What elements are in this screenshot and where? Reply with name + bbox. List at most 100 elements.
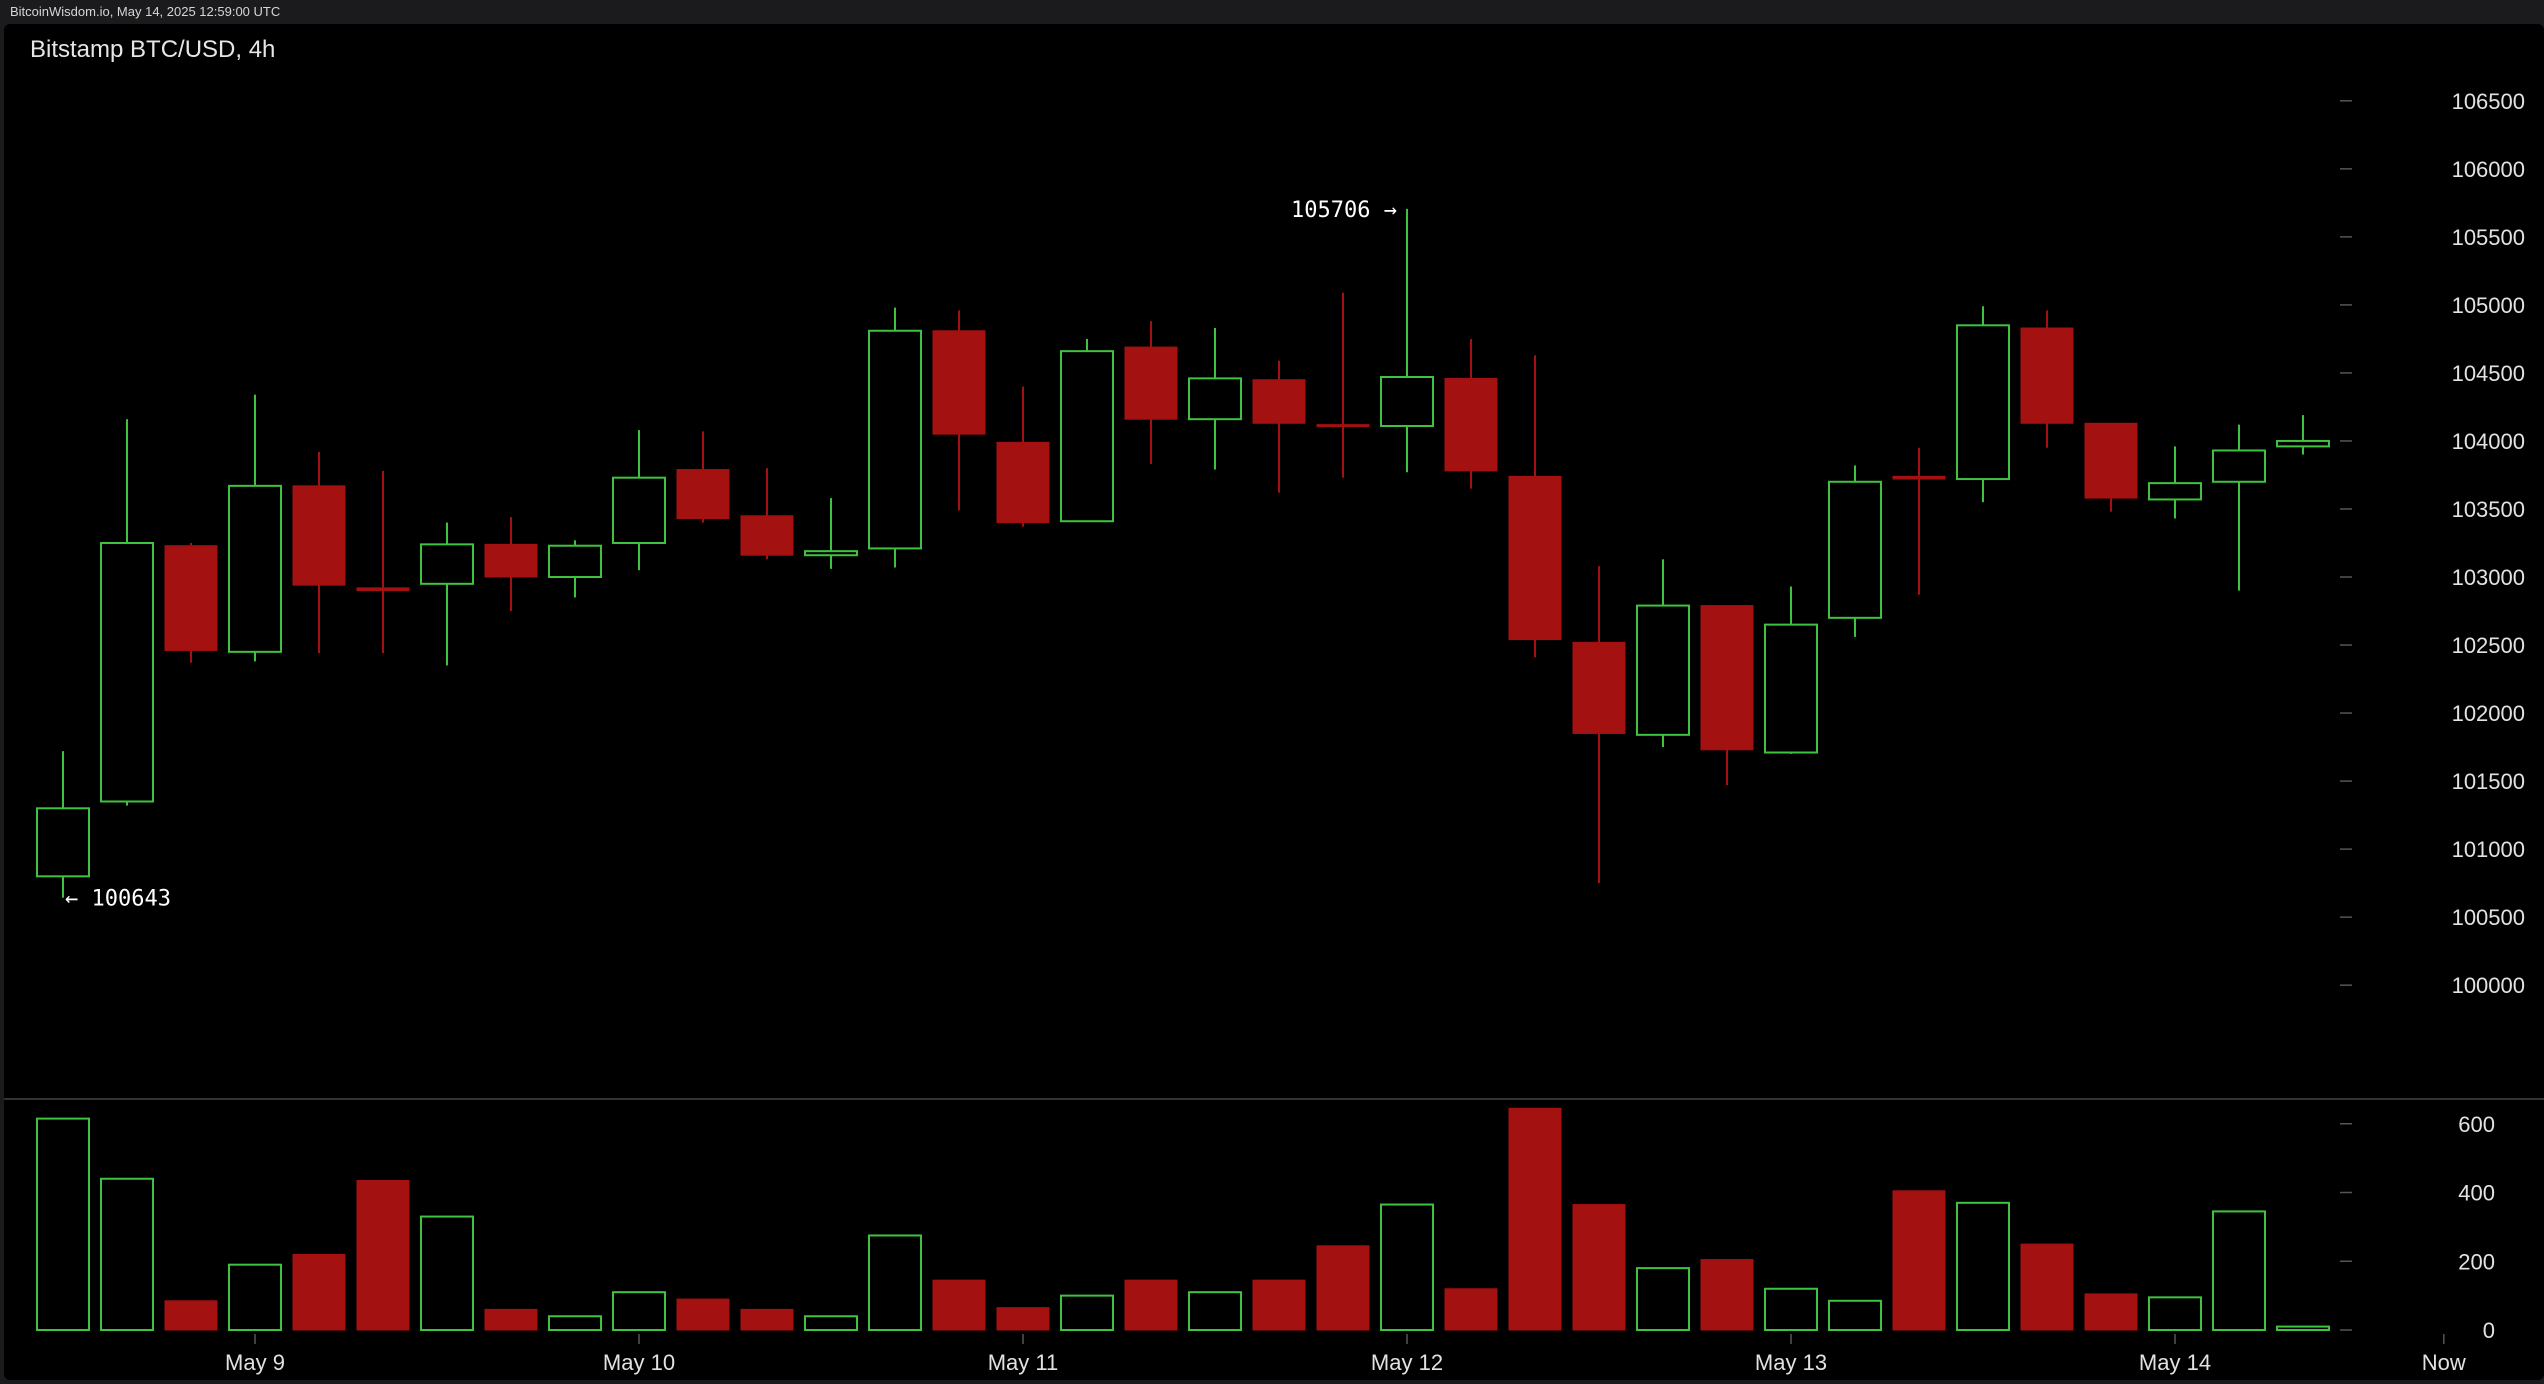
candle-body-up xyxy=(1380,376,1434,427)
price-tick-label: 102000 xyxy=(2452,701,2525,726)
low-price-annotation: ← 100643 xyxy=(65,887,171,912)
x-tick-label: May 9 xyxy=(225,1350,285,1375)
volume-bar-down xyxy=(1252,1279,1306,1331)
volume-bar-down xyxy=(676,1298,730,1331)
volume-bar-down xyxy=(356,1179,410,1331)
x-tick-label: May 10 xyxy=(603,1350,675,1375)
candle[interactable] xyxy=(996,386,1050,527)
volume-bar-up xyxy=(420,1215,474,1331)
candle[interactable] xyxy=(1828,465,1882,637)
volume-bar-down xyxy=(1444,1288,1498,1331)
candle[interactable] xyxy=(804,498,858,569)
volume-bar-down xyxy=(1508,1107,1562,1331)
candle[interactable] xyxy=(740,468,794,560)
volume-bar-up xyxy=(1636,1267,1690,1331)
price-tick-label: 106500 xyxy=(2452,89,2525,114)
top-bar: BitcoinWisdom.io, May 14, 2025 12:59:00 … xyxy=(0,0,2544,24)
candle[interactable] xyxy=(164,542,218,663)
candle-body-down xyxy=(1124,346,1178,420)
volume-tick-label: 600 xyxy=(2458,1112,2495,1137)
candle[interactable] xyxy=(1636,559,1690,748)
candle-body-down xyxy=(1700,605,1754,751)
candle-body-up xyxy=(100,541,154,803)
chart-panel xyxy=(4,24,2544,1380)
volume-bar-up xyxy=(2212,1210,2266,1331)
candle-body-down xyxy=(292,485,346,586)
candle-body-down xyxy=(2084,422,2138,499)
candle[interactable] xyxy=(292,451,346,654)
candle[interactable] xyxy=(2212,424,2266,591)
candle[interactable] xyxy=(1764,586,1818,754)
candle-body-up xyxy=(1828,480,1882,619)
candle-body-up xyxy=(36,807,90,878)
volume-bar-down xyxy=(2084,1293,2138,1331)
candle-body-down xyxy=(996,441,1050,524)
candle[interactable] xyxy=(1572,566,1626,884)
candle[interactable] xyxy=(1956,306,2010,503)
volume-bar-up xyxy=(612,1291,666,1331)
volume-bar-up xyxy=(548,1315,602,1331)
candle-body-down xyxy=(2020,327,2074,424)
candle[interactable] xyxy=(36,751,90,898)
candle[interactable] xyxy=(1380,208,1434,473)
candle[interactable] xyxy=(1060,338,1114,523)
volume-bar-down xyxy=(484,1308,538,1331)
candle[interactable] xyxy=(1124,321,1178,465)
price-tick-label: 102500 xyxy=(2452,633,2525,658)
candle[interactable] xyxy=(1892,447,1946,595)
candle-body-down xyxy=(1316,424,1370,428)
candle[interactable] xyxy=(2148,446,2202,519)
candle-body-down xyxy=(164,545,218,651)
candle[interactable] xyxy=(868,307,922,568)
source-timestamp: BitcoinWisdom.io, May 14, 2025 12:59:00 … xyxy=(10,4,281,19)
volume-bar-up xyxy=(1828,1299,1882,1331)
price-tick-label: 100500 xyxy=(2452,905,2525,930)
volume-tick-label: 200 xyxy=(2458,1249,2495,1274)
candle[interactable] xyxy=(2084,422,2138,512)
volume-bar-up xyxy=(100,1177,154,1331)
volume-bar-up xyxy=(1956,1201,2010,1331)
candle-body-down xyxy=(1508,475,1562,641)
x-tick-label: May 13 xyxy=(1755,1350,1827,1375)
candle-body-up xyxy=(2212,449,2266,483)
candle[interactable] xyxy=(676,431,730,523)
volume-bar-up xyxy=(36,1117,90,1331)
candle-body-up xyxy=(1060,350,1114,523)
candle-body-up xyxy=(2276,439,2330,448)
price-tick-label: 103000 xyxy=(2452,565,2525,590)
candle[interactable] xyxy=(100,419,154,806)
candle-body-up xyxy=(2148,482,2202,501)
candle[interactable] xyxy=(2276,415,2330,455)
volume-tick-label: 0 xyxy=(2483,1318,2495,1343)
candle[interactable] xyxy=(1316,292,1370,478)
volume-bar-down xyxy=(740,1308,794,1331)
volume-bar-down xyxy=(1892,1190,1946,1331)
candle[interactable] xyxy=(612,430,666,571)
volume-bar-up xyxy=(804,1315,858,1331)
candle[interactable] xyxy=(420,522,474,666)
candle[interactable] xyxy=(356,470,410,654)
candle[interactable] xyxy=(484,517,538,612)
candle-body-up xyxy=(868,329,922,550)
candle-body-down xyxy=(356,587,410,592)
candle-body-up xyxy=(420,543,474,585)
candle-body-down xyxy=(676,469,730,520)
candle[interactable] xyxy=(932,310,986,511)
candle[interactable] xyxy=(1188,328,1242,470)
candle-body-up xyxy=(1188,377,1242,421)
candle-body-up xyxy=(612,476,666,544)
volume-bar-up xyxy=(2148,1296,2202,1331)
volume-bar-down xyxy=(996,1307,1050,1331)
price-tick-label: 106000 xyxy=(2452,157,2525,182)
candle-body-down xyxy=(1444,377,1498,472)
candle[interactable] xyxy=(1252,360,1306,493)
candle[interactable] xyxy=(1444,338,1498,489)
candle[interactable] xyxy=(228,394,282,662)
candle[interactable] xyxy=(2020,310,2074,448)
candle-body-down xyxy=(484,543,538,578)
volume-bar-down xyxy=(2020,1243,2074,1331)
candle[interactable] xyxy=(1700,605,1754,786)
candle[interactable] xyxy=(548,540,602,598)
candle[interactable] xyxy=(1508,355,1562,658)
